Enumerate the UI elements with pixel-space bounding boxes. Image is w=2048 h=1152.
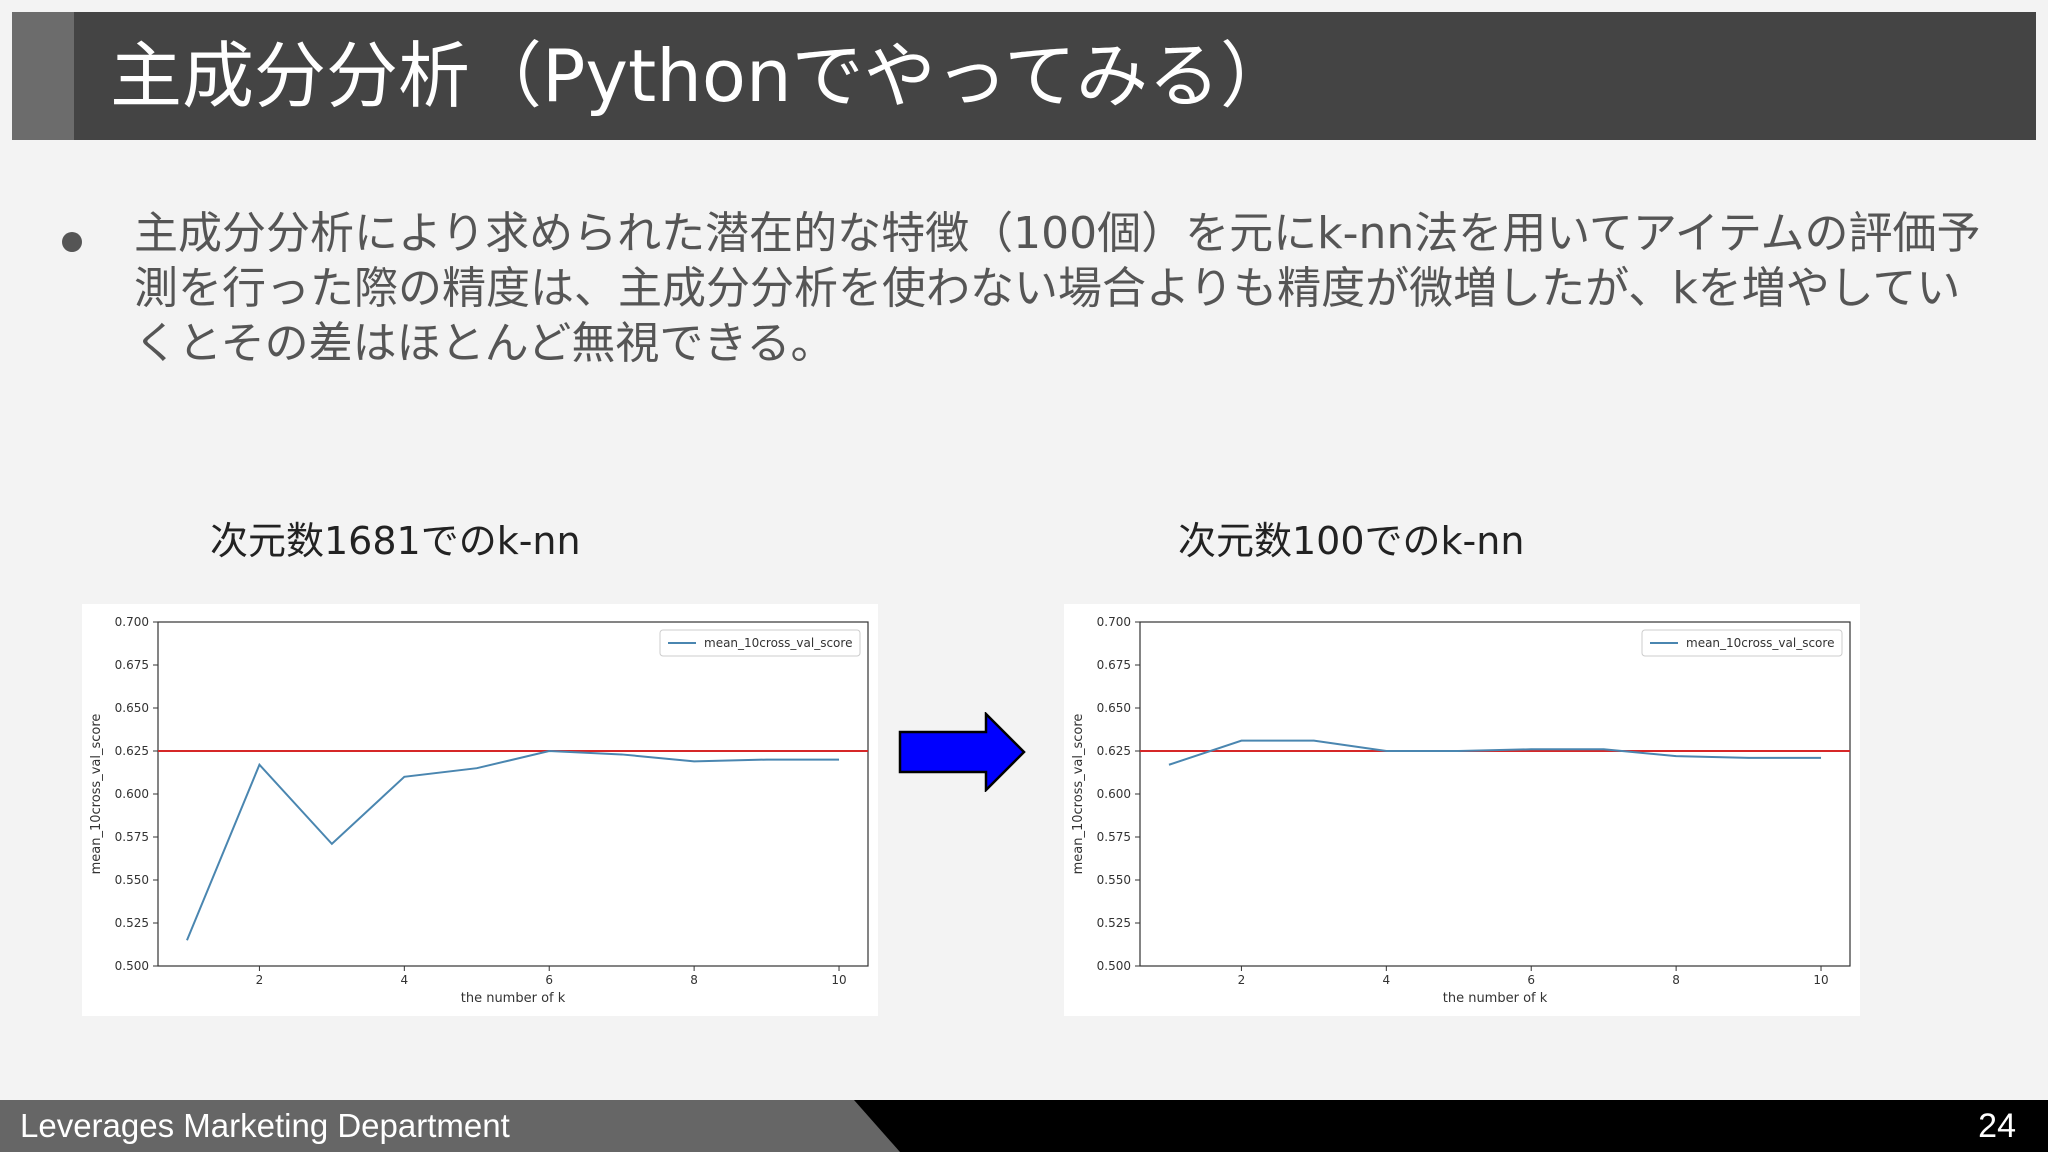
data-point — [1385, 750, 1388, 753]
footer-accent — [0, 1100, 900, 1152]
x-tick-label: 2 — [1238, 973, 1246, 987]
y-tick-label: 0.600 — [1097, 787, 1131, 801]
y-tick-label: 0.500 — [115, 959, 149, 973]
data-point — [1747, 756, 1750, 759]
page-number: 24 — [1978, 1107, 2016, 1145]
bullet-item: 主成分分析により求められた潜在的な特徴（100個）を元にk-nn法を用いてアイテ… — [56, 206, 1996, 371]
bullet-text: 主成分分析により求められた潜在的な特徴（100個）を元にk-nn法を用いてアイテ… — [134, 208, 1981, 369]
y-tick-label: 0.500 — [1097, 959, 1131, 973]
y-tick-label: 0.575 — [1097, 830, 1131, 844]
y-tick-label: 0.525 — [1097, 916, 1131, 930]
x-tick-label: 6 — [545, 973, 553, 987]
data-point — [258, 763, 261, 766]
legend-entry: mean_10cross_val_score — [1686, 636, 1834, 650]
chart-caption-left: 次元数1681でのk-nn — [210, 519, 581, 563]
chart-left: 0.500 0.525 0.550 0.575 0.600 0.625 0.650 0.675… — [89, 615, 869, 1006]
title-bar: 主成分分析（Pythonでやってみる） — [12, 12, 2036, 140]
y-tick-label: 0.675 — [115, 658, 149, 672]
x-tick-label: 2 — [256, 973, 264, 987]
x-tick-label: 6 — [1527, 973, 1535, 987]
data-point — [1457, 750, 1460, 753]
title-accent — [12, 12, 74, 140]
y-tick-label: 0.675 — [1097, 658, 1131, 672]
slide-title: 主成分分析（Pythonでやってみる） — [110, 34, 1292, 118]
y-tick-label: 0.700 — [1097, 615, 1131, 629]
y-tick-label: 0.600 — [115, 787, 149, 801]
y-tick-label: 0.550 — [1097, 873, 1131, 887]
x-axis-label: the number of k — [1443, 991, 1548, 1006]
y-axis-label: mean_10cross_val_score — [1071, 714, 1086, 875]
y-tick-label: 0.525 — [115, 916, 149, 930]
x-tick-label: 8 — [1672, 973, 1680, 987]
chart-caption-right: 次元数100でのk-nn — [1178, 519, 1525, 563]
chart-right-panel: 0.500 0.525 0.550 0.575 0.600 0.625 0.650 0.675… — [1064, 604, 1860, 1016]
data-point — [620, 753, 623, 756]
series-line — [1168, 739, 1822, 766]
y-tick-label: 0.575 — [115, 830, 149, 844]
x-tick-label: 4 — [401, 973, 409, 987]
data-point — [765, 758, 768, 761]
data-point — [185, 939, 188, 942]
data-point — [1602, 748, 1605, 751]
data-point — [1820, 756, 1823, 759]
y-tick-label: 0.550 — [115, 873, 149, 887]
x-axis-label: the number of k — [461, 991, 566, 1006]
y-tick-label: 0.650 — [115, 701, 149, 715]
data-point — [403, 775, 406, 778]
data-point — [838, 758, 841, 761]
footer: Leverages Marketing Department 24 — [0, 1100, 2048, 1152]
y-tick-label: 0.625 — [115, 744, 149, 758]
y-tick-label: 0.650 — [1097, 701, 1131, 715]
data-point — [1167, 763, 1170, 766]
x-tick-label: 8 — [690, 973, 698, 987]
data-point — [1530, 748, 1533, 751]
plot-frame — [1139, 621, 1851, 967]
data-point — [1240, 739, 1243, 742]
data-point — [693, 760, 696, 763]
footer-department: Leverages Marketing Department — [20, 1107, 510, 1144]
right-arrow-icon — [898, 712, 1026, 792]
y-axis-label: mean_10cross_val_score — [89, 714, 104, 875]
series-line — [186, 749, 840, 941]
legend-entry: mean_10cross_val_score — [704, 636, 852, 650]
x-tick-label: 10 — [1813, 973, 1828, 987]
chart-left-panel: 0.500 0.525 0.550 0.575 0.600 0.625 0.650 0.675… — [82, 604, 878, 1016]
bullet-dot-icon — [62, 232, 82, 252]
data-point — [1675, 755, 1678, 758]
data-point — [330, 842, 333, 845]
legend-box — [659, 629, 861, 657]
y-tick-label: 0.625 — [1097, 744, 1131, 758]
chart-right: 0.500 0.525 0.550 0.575 0.600 0.625 0.650 0.675… — [1071, 615, 1851, 1006]
legend-box — [1641, 629, 1843, 657]
x-tick-label: 4 — [1383, 973, 1391, 987]
data-point — [1312, 739, 1315, 742]
x-tick-label: 10 — [831, 973, 846, 987]
data-point — [475, 767, 478, 770]
plot-frame — [157, 621, 869, 967]
data-point — [548, 750, 551, 753]
y-tick-label: 0.700 — [115, 615, 149, 629]
